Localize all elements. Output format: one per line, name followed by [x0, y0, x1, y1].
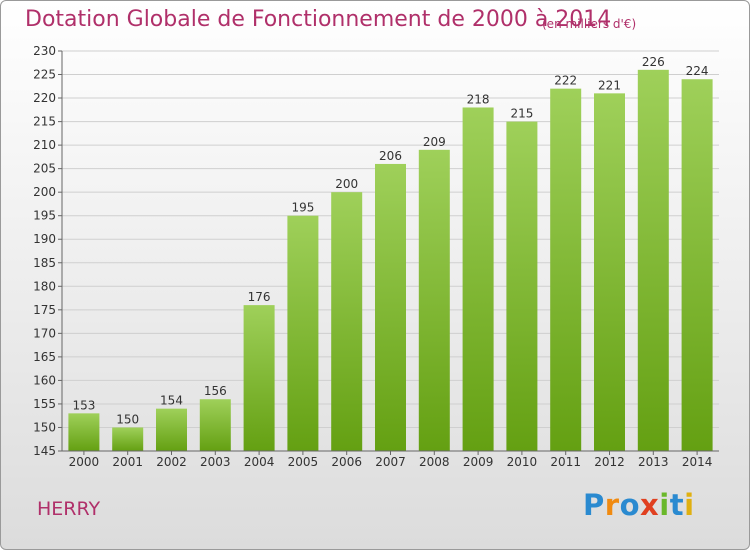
bar-value-label: 215	[510, 107, 533, 121]
chart-subtitle: (en milliers d'€)	[542, 17, 637, 31]
x-tick-label: 2014	[682, 455, 713, 469]
proxiti-logo: Proxiti	[583, 488, 695, 522]
x-tick-label: 2001	[112, 455, 143, 469]
logo-letter: o	[619, 488, 641, 522]
x-tick-label: 2006	[331, 455, 362, 469]
bar	[681, 79, 713, 451]
logo-letter: r	[604, 488, 620, 522]
bar-value-label: 156	[204, 384, 227, 398]
bar-value-label: 226	[642, 55, 665, 69]
logo-letter: t	[669, 488, 685, 522]
logo-letter: i	[659, 488, 670, 522]
y-axis: 145 150 155 160 165 170 175 180 185 190 195 200 205 2…	[33, 44, 63, 458]
commune-name: HERRY	[37, 498, 101, 520]
x-tick-label: 2000	[69, 455, 100, 469]
bar	[375, 163, 406, 452]
chart-title: Dotation Globale de Fonctionnement de 20…	[25, 7, 612, 32]
x-axis: 2000 2001 2002 2003 2004 2005 2006 2007 2008 2009…	[62, 450, 719, 469]
x-tick-label: 2008	[419, 455, 450, 469]
y-tick-label: 165	[33, 350, 56, 364]
x-tick-label: 2007	[375, 455, 406, 469]
bar-value-label: 218	[467, 92, 490, 106]
logo-letter: i	[684, 488, 695, 522]
bar	[550, 88, 582, 451]
y-tick-label: 160	[33, 373, 56, 387]
bar-value-label: 153	[72, 398, 95, 412]
logo-letter: P	[583, 488, 605, 522]
bar-value-label: 200	[335, 177, 358, 191]
bar	[156, 408, 187, 451]
y-tick-label: 215	[33, 115, 56, 129]
y-tick-label: 145	[33, 444, 56, 458]
y-tick-label: 180	[33, 279, 56, 293]
x-tick-label: 2012	[594, 455, 625, 469]
x-tick-label: 2010	[507, 455, 538, 469]
y-tick-label: 200	[33, 185, 56, 199]
x-tick-label: 2011	[550, 455, 581, 469]
y-tick-label: 225	[33, 68, 56, 82]
y-tick-label: 220	[33, 91, 56, 105]
bar-value-label: 221	[598, 78, 621, 92]
bar	[331, 192, 363, 452]
bars: 153 150 154 156 176 195 200 206 209 218 215 222 221 2…	[68, 55, 713, 452]
bar-value-label: 222	[554, 74, 577, 88]
bar	[287, 215, 319, 451]
x-tick-label: 2002	[156, 455, 187, 469]
bar-value-label: 206	[379, 149, 402, 163]
y-tick-label: 205	[33, 162, 56, 176]
bar	[418, 149, 450, 451]
logo-letter: x	[640, 488, 660, 522]
bar	[199, 399, 231, 451]
y-tick-label: 190	[33, 232, 56, 246]
y-tick-label: 150	[33, 420, 56, 434]
bar	[112, 427, 144, 451]
bar-value-label: 176	[248, 290, 271, 304]
y-tick-label: 155	[33, 397, 56, 411]
y-tick-label: 185	[33, 256, 56, 270]
bar	[68, 413, 100, 451]
y-tick-label: 230	[33, 44, 56, 58]
bar-value-label: 150	[116, 412, 139, 426]
bar-value-label: 154	[160, 394, 183, 408]
y-tick-label: 170	[33, 326, 56, 340]
x-tick-label: 2004	[244, 455, 275, 469]
bar	[637, 69, 669, 451]
bar	[462, 107, 494, 452]
x-tick-label: 2009	[463, 455, 494, 469]
y-tick-label: 175	[33, 303, 56, 317]
x-tick-label: 2013	[638, 455, 669, 469]
bar-value-label: 224	[686, 64, 709, 78]
x-tick-label: 2005	[288, 455, 319, 469]
bar	[506, 121, 538, 452]
bar-value-label: 195	[291, 201, 314, 215]
x-tick-label: 2003	[200, 455, 231, 469]
y-tick-label: 210	[33, 138, 56, 152]
bar	[594, 93, 625, 452]
bar-value-label: 209	[423, 135, 446, 149]
y-tick-label: 195	[33, 209, 56, 223]
bar	[243, 305, 275, 451]
